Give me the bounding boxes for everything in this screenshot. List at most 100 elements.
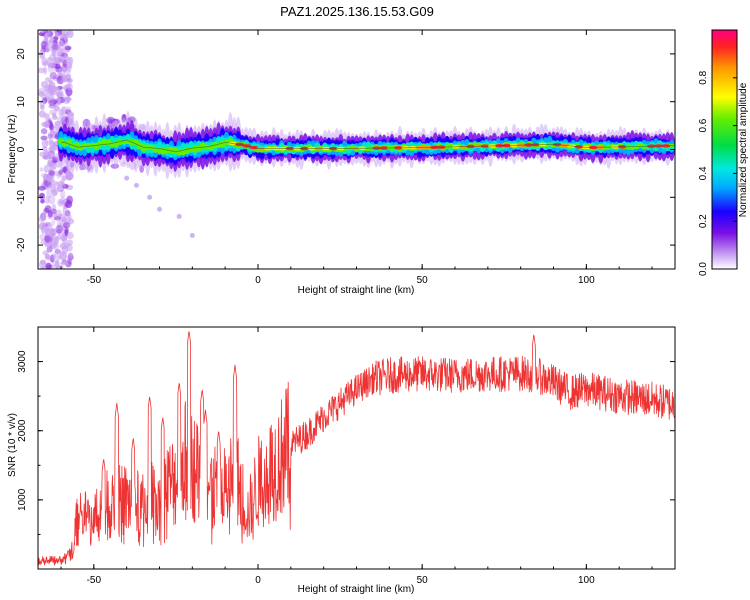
- spectrogram-cell: [57, 213, 63, 219]
- spectrogram-cell: [124, 175, 130, 181]
- spectrogram-cell: [189, 233, 195, 239]
- spectrogram-cell: [50, 96, 55, 106]
- spectrogram-cell: [53, 213, 59, 221]
- snr-series-line: [38, 331, 675, 566]
- spectrogram-ridge-line: [61, 139, 675, 153]
- spectrogram-cell: [39, 192, 45, 199]
- colorbar-tick-label: 0.0: [698, 262, 709, 276]
- spectrogram-cell: [66, 57, 72, 64]
- spectrogram-cell: [59, 235, 68, 242]
- spectrogram-cell: [45, 262, 52, 269]
- spectrogram-cell: [67, 255, 75, 261]
- spectrogram-cell: [56, 251, 65, 257]
- spectrogram-cell: [65, 63, 72, 72]
- spectrogram-cell: [39, 259, 47, 266]
- spectrogram-cell: [55, 264, 64, 269]
- spectrogram-cell: [40, 128, 48, 135]
- spectrogram-cell: [67, 83, 73, 91]
- spectrogram-y-tick-label: 0: [16, 146, 27, 152]
- spectrogram-cell: [66, 239, 74, 246]
- spectrogram-cell: [55, 92, 63, 97]
- spectrogram-cell: [44, 241, 50, 248]
- spectrogram-cell: [62, 59, 67, 68]
- snr-y-tick-label: 1000: [17, 488, 28, 511]
- spectrogram-cell: [44, 196, 50, 205]
- colorbar-frame: [711, 29, 738, 270]
- spectrogram-cell: [39, 99, 45, 109]
- spectrogram-cell: [55, 224, 64, 234]
- spectrogram-cell: [48, 146, 56, 152]
- colorbar-tick-label: 0.2: [698, 214, 709, 228]
- spectrogram-cell: [43, 66, 48, 75]
- spectrogram-cell: [47, 150, 56, 160]
- spectrogram-cell: [48, 236, 55, 242]
- spectrogram-cell: [47, 133, 53, 140]
- spectrogram-cell: [42, 211, 47, 221]
- snr-y-tick-label: 3000: [17, 350, 28, 373]
- spectrogram-cell: [51, 203, 57, 212]
- spectrogram-cell: [48, 257, 54, 262]
- spectrogram-x-tick-label: 50: [417, 275, 429, 286]
- spectrogram-y-tick-label: -20: [16, 237, 27, 252]
- spectrogram-cell: [45, 44, 51, 53]
- spectrogram-cell: [41, 139, 49, 148]
- spectrogram-cell: [50, 42, 59, 52]
- colorbar-tick-label: 0.6: [698, 118, 709, 132]
- spectrogram-cell: [60, 106, 66, 115]
- spectrogram-cell: [51, 44, 59, 50]
- spectrogram-cell: [44, 254, 51, 261]
- spectrogram-cell: [156, 206, 162, 212]
- spectrogram-y-ticks: -20 -10 0 10 20: [16, 48, 675, 252]
- spectrogram-cell: [46, 246, 53, 253]
- spectrogram-cell: [57, 255, 62, 260]
- spectrogram-cell: [46, 255, 53, 260]
- spectrogram-cell: [54, 216, 62, 221]
- snr-panel: -50 0 50 100 1000 2000 3000 Height of straigh…: [7, 326, 676, 595]
- spectrogram-cell: [44, 235, 53, 244]
- colorbar-gradient: [712, 30, 737, 269]
- spectrogram-cell: [59, 251, 68, 261]
- spectrogram-cell: [63, 221, 71, 229]
- spectrogram-cell: [38, 222, 47, 231]
- spectrogram-image: [38, 30, 675, 269]
- spectrogram-x-ticks: -50 0 50 100: [60, 30, 653, 286]
- spectrogram-cell: [39, 167, 44, 172]
- spectrogram-cell: [44, 92, 53, 98]
- spectrogram-cell: [52, 181, 59, 187]
- spectrogram-cell: [65, 200, 73, 209]
- spectrogram-x-tick-label: -50: [87, 275, 102, 286]
- spectrogram-cell: [54, 59, 61, 64]
- spectrogram-cell: [38, 185, 46, 191]
- spectrogram-y-tick-label: -10: [16, 190, 27, 205]
- spectrogram-cell: [48, 170, 56, 176]
- spectrogram-cell: [40, 40, 48, 50]
- spectrogram-cell: [47, 195, 56, 205]
- spectrogram-cell: [60, 261, 68, 266]
- spectrogram-cell: [67, 252, 74, 261]
- spectrogram-x-label: Height of straight line (km): [298, 285, 415, 296]
- spectrogram-cell: [40, 135, 48, 141]
- spectrogram-cell: [42, 250, 49, 256]
- spectrogram-cell: [64, 227, 69, 235]
- colorbar-tick-label: 0.8: [698, 70, 709, 84]
- spectrogram-cell: [47, 161, 56, 168]
- spectrogram-cell: [61, 106, 68, 113]
- spectrogram-cell: [43, 85, 50, 92]
- spectrogram-cell: [47, 210, 53, 218]
- snr-x-tick-label: -50: [87, 575, 102, 586]
- spectrogram-cell: [66, 30, 74, 39]
- spectrogram-cell: [58, 68, 66, 77]
- spectrogram-cell: [39, 151, 46, 157]
- spectrogram-cell: [66, 106, 72, 114]
- snr-y-ticks: 1000 2000 3000: [17, 326, 675, 535]
- spectrogram-cell: [52, 253, 61, 263]
- spectrogram-cell: [46, 56, 53, 66]
- spectrogram-cell: [63, 96, 72, 102]
- spectrogram-cell: [51, 253, 57, 259]
- spectrogram-cell: [51, 115, 58, 120]
- spectrogram-cell: [61, 175, 68, 181]
- spectrogram-cell: [65, 83, 70, 91]
- spectrogram-cell: [48, 138, 54, 144]
- spectrogram-cell: [40, 173, 47, 178]
- snr-x-label: Height of straight line (km): [298, 584, 415, 595]
